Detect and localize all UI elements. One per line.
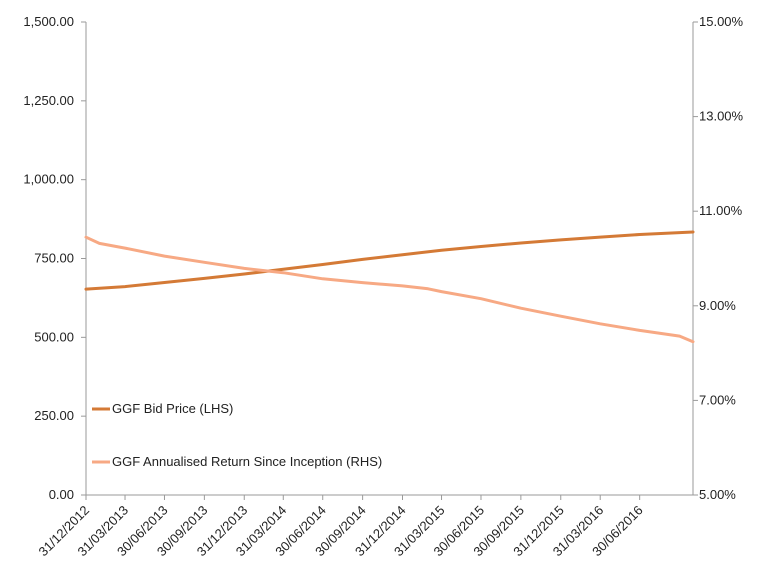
right-y-tick-label: 13.00% bbox=[699, 109, 744, 124]
legend: GGF Bid Price (LHS) GGF Annualised Return… bbox=[92, 401, 382, 469]
series-line-1 bbox=[84, 230, 695, 291]
left-y-tick-label: 750.00 bbox=[34, 251, 74, 266]
right-y-tick-label: 15.00% bbox=[699, 14, 744, 29]
series-line-2 bbox=[84, 235, 695, 344]
right-y-tick-label: 11.00% bbox=[699, 203, 743, 218]
left-y-tick-label: 500.00 bbox=[34, 329, 74, 344]
right-y-tick-label: 9.00% bbox=[699, 298, 736, 313]
left-y-tick-label: 1,250.00 bbox=[23, 93, 74, 108]
left-y-tick-label: 0.00 bbox=[49, 487, 74, 502]
left-y-tick-label: 1,000.00 bbox=[23, 172, 74, 187]
left-y-tick-label: 1,500.00 bbox=[23, 14, 74, 29]
right-y-tick-label: 7.00% bbox=[699, 392, 736, 407]
legend-label-2: GGF Annualised Return Since Inception (R… bbox=[112, 454, 382, 469]
legend-label-1: GGF Bid Price (LHS) bbox=[112, 401, 233, 416]
right-y-tick-label: 5.00% bbox=[699, 487, 736, 502]
series-layer bbox=[84, 230, 695, 344]
left-y-tick-label: 250.00 bbox=[34, 408, 74, 423]
